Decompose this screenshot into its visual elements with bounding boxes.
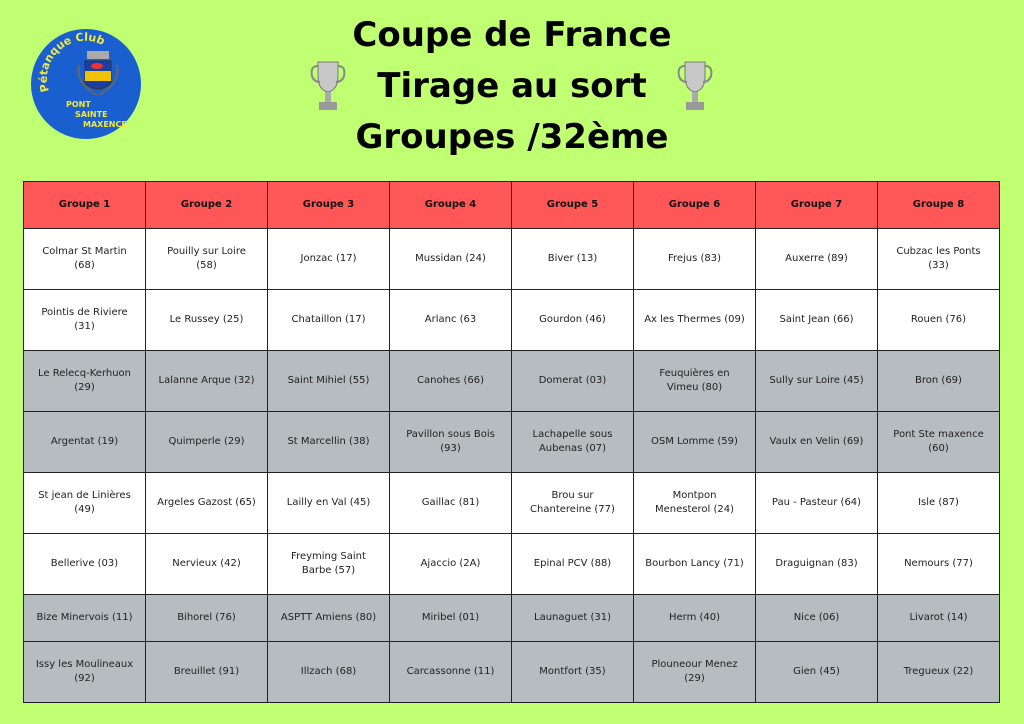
- team-cell: Miribel (01): [389, 594, 512, 642]
- group-header: Groupe 8: [877, 181, 1000, 229]
- team-cell: Draguignan (83): [755, 533, 878, 595]
- team-cell: Livarot (14): [877, 594, 1000, 642]
- team-cell: Pointis de Riviere (31): [23, 289, 146, 351]
- team-cell: Pont Ste maxence (60): [877, 411, 1000, 473]
- team-cell: Ax les Thermes (09): [633, 289, 756, 351]
- team-cell: Lachapelle sous Aubenas (07): [511, 411, 634, 473]
- team-cell: Lailly en Val (45): [267, 472, 390, 534]
- team-cell: Bellerive (03): [23, 533, 146, 595]
- team-cell: Le Relecq-Kerhuon (29): [23, 350, 146, 412]
- svg-text:PONT: PONT: [66, 100, 91, 109]
- svg-text:MAXENCE: MAXENCE: [83, 120, 127, 129]
- team-cell: Pavillon sous Bois (93): [389, 411, 512, 473]
- team-cell: St Marcellin (38): [267, 411, 390, 473]
- table-row: St jean de Linières (49) Argeles Gazost (…: [23, 472, 1000, 534]
- team-cell: Freyming Saint Barbe (57): [267, 533, 390, 595]
- team-cell: Feuquières en Vimeu (80): [633, 350, 756, 412]
- header-row: Groupe 1 Groupe 2 Groupe 3 Groupe 4 Groupe 5…: [23, 181, 1000, 229]
- team-cell: Gaillac (81): [389, 472, 512, 534]
- team-cell: Gien (45): [755, 641, 878, 703]
- page-title: Coupe de France Tirage au sort Groupes /…: [312, 10, 712, 163]
- team-cell: Illzach (68): [267, 641, 390, 703]
- team-cell: Issy les Moulineaux (92): [23, 641, 146, 703]
- team-cell: Breuillet (91): [145, 641, 268, 703]
- team-cell: Ajaccio (2A): [389, 533, 512, 595]
- team-cell: Isle (87): [877, 472, 1000, 534]
- table-row: Le Relecq-Kerhuon (29) Lalanne Arque (32)…: [23, 350, 1000, 412]
- group-header: Groupe 6: [633, 181, 756, 229]
- team-cell: Vaulx en Velin (69): [755, 411, 878, 473]
- team-cell: Bron (69): [877, 350, 1000, 412]
- team-cell: Argeles Gazost (65): [145, 472, 268, 534]
- team-cell: Herm (40): [633, 594, 756, 642]
- team-cell: Plouneour Menez (29): [633, 641, 756, 703]
- team-cell: Tregueux (22): [877, 641, 1000, 703]
- team-cell: Argentat (19): [23, 411, 146, 473]
- team-cell: OSM Lomme (59): [633, 411, 756, 473]
- table-row: Argentat (19) Quimperle (29) St Marcellin …: [23, 411, 1000, 473]
- table-row: Bize Minervois (11) Bihorel (76) ASPTT Ami…: [23, 594, 1000, 642]
- club-logo-emblem: Pétanque Club PONT SAINTE MAXENCE: [37, 31, 127, 129]
- team-cell: Carcassonne (11): [389, 641, 512, 703]
- group-header: Groupe 1: [23, 181, 146, 229]
- team-cell: Lalanne Arque (32): [145, 350, 268, 412]
- title-line-1: Coupe de France: [352, 15, 672, 55]
- team-cell: Arlanc (63: [389, 289, 512, 351]
- team-cell: Saint Jean (66): [755, 289, 878, 351]
- group-header: Groupe 2: [145, 181, 268, 229]
- team-cell: Montpon Menesterol (24): [633, 472, 756, 534]
- team-cell: ASPTT Amiens (80): [267, 594, 390, 642]
- trophy-icon: [677, 61, 713, 110]
- team-cell: Brou sur Chantereine (77): [511, 472, 634, 534]
- team-cell: Mussidan (24): [389, 228, 512, 290]
- team-cell: Nemours (77): [877, 533, 1000, 595]
- group-header: Groupe 5: [511, 181, 634, 229]
- trophy-icon: [310, 61, 346, 110]
- team-cell: Gourdon (46): [511, 289, 634, 351]
- team-cell: Domerat (03): [511, 350, 634, 412]
- team-cell: Pouilly sur Loire (58): [145, 228, 268, 290]
- team-cell: Launaguet (31): [511, 594, 634, 642]
- team-cell: Cubzac les Ponts (33): [877, 228, 1000, 290]
- title-line-2: Tirage au sort: [377, 66, 647, 106]
- team-cell: Auxerre (89): [755, 228, 878, 290]
- team-cell: Biver (13): [511, 228, 634, 290]
- team-cell: Quimperle (29): [145, 411, 268, 473]
- team-cell: Rouen (76): [877, 289, 1000, 351]
- group-header: Groupe 3: [267, 181, 390, 229]
- team-cell: Bourbon Lancy (71): [633, 533, 756, 595]
- table-row: Bellerive (03) Nervieux (42) Freyming Sain…: [23, 533, 1000, 595]
- team-cell: Chataillon (17): [267, 289, 390, 351]
- group-header: Groupe 4: [389, 181, 512, 229]
- svg-text:SAINTE: SAINTE: [75, 110, 108, 119]
- team-cell: Canohes (66): [389, 350, 512, 412]
- group-header: Groupe 7: [755, 181, 878, 229]
- team-cell: Montfort (35): [511, 641, 634, 703]
- team-cell: Pau - Pasteur (64): [755, 472, 878, 534]
- team-cell: Nervieux (42): [145, 533, 268, 595]
- team-cell: Bihorel (76): [145, 594, 268, 642]
- team-cell: Epinal PCV (88): [511, 533, 634, 595]
- team-cell: Bize Minervois (11): [23, 594, 146, 642]
- title-line-3: Groupes /32ème: [355, 117, 669, 157]
- team-cell: Saint Mihiel (55): [267, 350, 390, 412]
- team-cell: Jonzac (17): [267, 228, 390, 290]
- table-row: Issy les Moulineaux (92) Breuillet (91) Il…: [23, 641, 1000, 703]
- team-cell: Le Russey (25): [145, 289, 268, 351]
- team-cell: St jean de Linières (49): [23, 472, 146, 534]
- club-logo: Pétanque Club PONT SAINTE MAXENCE: [31, 29, 141, 139]
- team-cell: Sully sur Loire (45): [755, 350, 878, 412]
- groups-table: Groupe 1 Groupe 2 Groupe 3 Groupe 4 Groupe 5…: [23, 181, 1000, 703]
- team-cell: Colmar St Martin (68): [23, 228, 146, 290]
- table-row: Pointis de Riviere (31) Le Russey (25) Cha…: [23, 289, 1000, 351]
- team-cell: Nice (06): [755, 594, 878, 642]
- team-cell: Frejus (83): [633, 228, 756, 290]
- table-row: Colmar St Martin (68) Pouilly sur Loire (…: [23, 228, 1000, 290]
